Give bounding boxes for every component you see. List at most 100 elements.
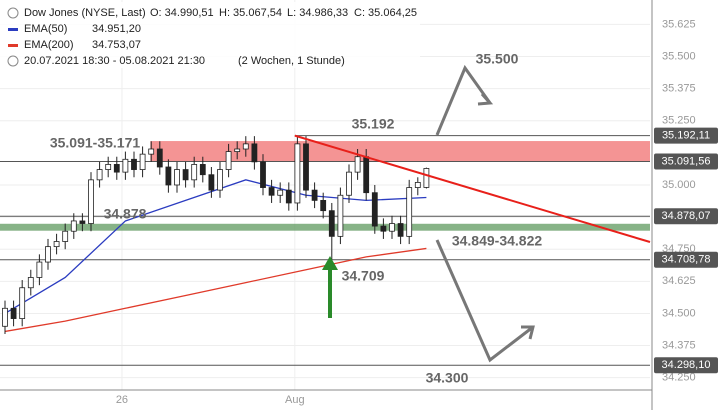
y-tick-label: 34.500 [662, 307, 696, 319]
candle-body [337, 194, 344, 237]
candle-body [105, 164, 112, 170]
legend-swatch [8, 44, 18, 47]
candle-body [182, 169, 189, 181]
annotation: 34.709 [342, 268, 385, 284]
candle-body [242, 143, 249, 150]
annotation: 35.091-35.171 [50, 135, 141, 151]
level-label: 34.298,10 [662, 359, 711, 371]
candle-body [311, 189, 318, 201]
level-box [654, 153, 718, 170]
candle-body [122, 158, 129, 173]
candle-body [208, 174, 215, 191]
y-tick-label: 35.375 [662, 83, 696, 95]
level-label: 35.091,56 [662, 155, 711, 167]
candle-body [96, 169, 103, 181]
header-ohlc: O: 34.990,51 [150, 7, 214, 19]
header-range: 20.07.2021 18:30 - 05.08.2021 21:30 [24, 55, 205, 67]
candle-body [251, 143, 258, 163]
candle-body [88, 179, 94, 224]
header-ohlc: C: 35.064,25 [354, 7, 417, 19]
y-tick-label: 34.375 [662, 339, 696, 351]
icon [7, 55, 19, 67]
y-tick-label: 35.250 [662, 115, 696, 127]
candle-body [380, 225, 387, 232]
candle-body [234, 148, 241, 152]
annotation: 35.500 [476, 51, 519, 67]
candle-body [2, 307, 8, 327]
candle-body [354, 156, 361, 173]
y-tick-label: 35.500 [662, 50, 696, 62]
level-label: 34.878,07 [662, 210, 711, 222]
candle-body [113, 164, 120, 173]
legend-value: 34.951,20 [92, 23, 141, 35]
annotation: 34.849-34.822 [452, 233, 543, 249]
candle-body [199, 164, 206, 176]
legend-label: EMA(50) [24, 23, 67, 35]
candle-body [406, 187, 413, 237]
candle-body [397, 223, 404, 237]
header-bg [0, 2, 420, 68]
plot-area [0, 0, 651, 390]
candle-body [139, 153, 146, 170]
candle-body [389, 223, 395, 232]
candle-body [423, 168, 430, 188]
ema-line [4, 247, 427, 333]
annotation: 34.300 [426, 370, 469, 386]
y-tick-label: 34.625 [662, 275, 696, 287]
candle-body [225, 151, 232, 170]
candle-body [19, 287, 26, 319]
icon [7, 7, 19, 19]
green-arrow-head [322, 256, 338, 270]
candle-body [27, 277, 34, 289]
candle-body [285, 189, 292, 204]
ema-line [4, 179, 427, 314]
candle-body [174, 169, 180, 186]
y-tick-label: 35.625 [662, 18, 696, 30]
level-label: 35.192,11 [662, 130, 710, 142]
legend: EMA(50) 34.951,20 EMA(200) 34.753,07 [8, 23, 141, 51]
candle-body [277, 189, 284, 196]
level-box [654, 208, 718, 225]
zone [150, 141, 650, 162]
level-box [654, 127, 718, 144]
candle-body [10, 307, 17, 319]
y-tick-label: 35.000 [662, 179, 696, 191]
trendline [294, 134, 651, 243]
arrow-head [521, 325, 535, 340]
candle-body [131, 158, 137, 170]
candle-body [294, 143, 301, 204]
zone [0, 223, 650, 231]
arrow-up [435, 64, 492, 136]
header-ohlc: H: 35.067,54 [219, 7, 282, 19]
x-tick-label: Aug [285, 394, 305, 406]
annotation: 35.192 [352, 116, 395, 132]
candle-body [346, 171, 352, 196]
candle-body [70, 220, 77, 232]
candle-body [260, 161, 266, 188]
candle-body [62, 230, 69, 242]
level-box [654, 357, 718, 374]
legend-swatch [8, 28, 18, 31]
candle-body [303, 143, 309, 191]
header-title: Dow Jones (NYSE, Last) [24, 7, 146, 19]
header-ohlc: L: 34.986,33 [287, 7, 348, 19]
candle-body [191, 164, 198, 181]
candle-body [45, 246, 51, 263]
candle-body [328, 210, 335, 237]
level-box [654, 251, 718, 268]
candle-body [156, 148, 163, 168]
x-tick-label: 26 [116, 394, 128, 406]
candle-body [165, 166, 172, 186]
candle-body [268, 187, 275, 196]
candle-body [79, 220, 86, 224]
header-interval: (2 Wochen, 1 Stunde) [238, 55, 345, 67]
candle-body [320, 199, 327, 212]
candle-body [53, 241, 60, 248]
annotation: 34.878 [104, 206, 147, 222]
candle-body [148, 148, 155, 155]
candle-body [363, 156, 370, 194]
candle-body [36, 261, 43, 278]
candle-body [217, 169, 223, 191]
arrow-head [477, 93, 494, 106]
